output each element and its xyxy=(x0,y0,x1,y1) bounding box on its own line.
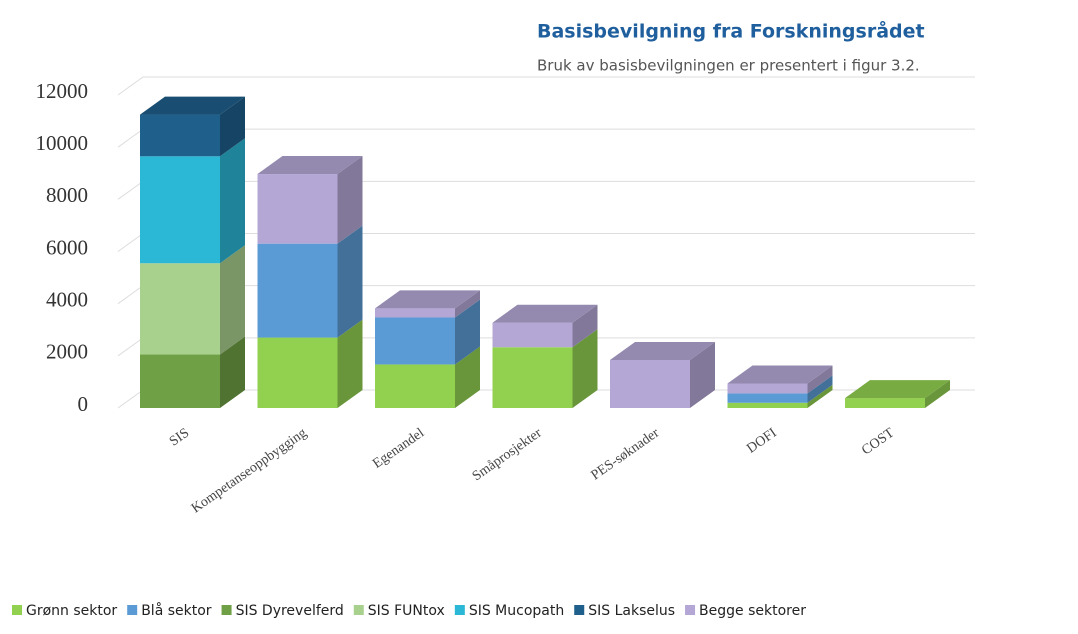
x-tick-label: DOFI xyxy=(744,425,780,456)
x-tick-label: Egenandel xyxy=(370,426,427,472)
legend-label: SIS Lakselus xyxy=(588,603,675,619)
heading: Basisbevilgning fra Forskningsrådet xyxy=(537,19,925,43)
bar-side xyxy=(572,304,598,348)
legend-label: SIS Dyrevelferd xyxy=(236,603,344,619)
y-tick-label: 6000 xyxy=(46,235,88,259)
y-tick-label: 2000 xyxy=(46,340,88,364)
bar xyxy=(140,114,220,157)
bar-side xyxy=(455,299,480,365)
legend-label: Begge sektorer xyxy=(699,603,806,619)
grid-line xyxy=(117,233,975,252)
bar xyxy=(140,156,220,264)
bar xyxy=(845,398,925,408)
bar xyxy=(727,383,808,394)
y-tick-label: 0 xyxy=(78,392,89,416)
x-tick-label: PES-søknader xyxy=(589,425,663,483)
bar xyxy=(727,402,808,408)
bar xyxy=(257,337,338,408)
bar-side xyxy=(337,156,363,244)
bar-side xyxy=(337,319,363,408)
bar xyxy=(492,347,573,408)
bar-side xyxy=(220,138,245,264)
legend-swatch xyxy=(685,605,696,615)
bar-side xyxy=(455,290,480,318)
bar xyxy=(610,360,690,408)
bar-top xyxy=(610,342,715,361)
bar-side xyxy=(337,225,363,338)
x-tick-label: COST xyxy=(859,425,897,458)
x-tick-label: Småprosjekter xyxy=(470,425,545,484)
legend-swatch xyxy=(574,605,585,615)
legend-label: Blå sektor xyxy=(141,602,212,619)
bar xyxy=(375,364,455,408)
grid-line xyxy=(117,128,975,148)
bar xyxy=(492,322,573,348)
x-tick-label: SIS xyxy=(167,426,192,450)
bar xyxy=(375,308,455,318)
grid-line xyxy=(117,76,975,96)
bar xyxy=(257,243,338,338)
bar-side xyxy=(807,384,833,408)
bar-top xyxy=(375,290,480,309)
bar-side xyxy=(925,380,950,408)
legend-label: SIS FUNtox xyxy=(368,603,445,619)
subtitle: Bruk av basisbevilgningen er presentert … xyxy=(537,57,920,75)
bar-top xyxy=(257,156,363,175)
y-tick-label: 8000 xyxy=(46,183,88,207)
legend-label: Grønn sektor xyxy=(26,603,117,619)
legend-swatch xyxy=(127,605,138,615)
bar xyxy=(140,263,220,355)
legend-swatch xyxy=(353,605,364,615)
bar-side xyxy=(572,329,598,408)
bar-top xyxy=(845,380,950,399)
bar-top xyxy=(492,304,598,323)
x-tick-label: Kompetanseoppbygging xyxy=(189,426,310,517)
bar xyxy=(375,317,455,365)
bar-side xyxy=(455,346,480,408)
bar-side xyxy=(220,336,245,408)
legend-swatch xyxy=(12,605,22,615)
legend-swatch xyxy=(221,605,232,615)
bar-side xyxy=(220,96,245,157)
bar-side xyxy=(807,375,833,403)
bar-top xyxy=(727,365,833,384)
grid-line xyxy=(117,285,975,305)
y-tick-label: 10000 xyxy=(36,131,89,155)
bar-side xyxy=(690,342,715,408)
y-tick-label: 12000 xyxy=(36,79,89,103)
grid-line xyxy=(117,180,975,200)
bar xyxy=(257,174,338,244)
bar-side xyxy=(807,365,833,394)
bar xyxy=(727,393,808,403)
y-tick-label: 4000 xyxy=(46,287,88,311)
legend-swatch xyxy=(454,605,465,615)
bar-top xyxy=(140,96,245,115)
bar-side xyxy=(220,245,245,355)
legend-label: SIS Mucopath xyxy=(469,603,564,619)
bar xyxy=(140,354,220,408)
